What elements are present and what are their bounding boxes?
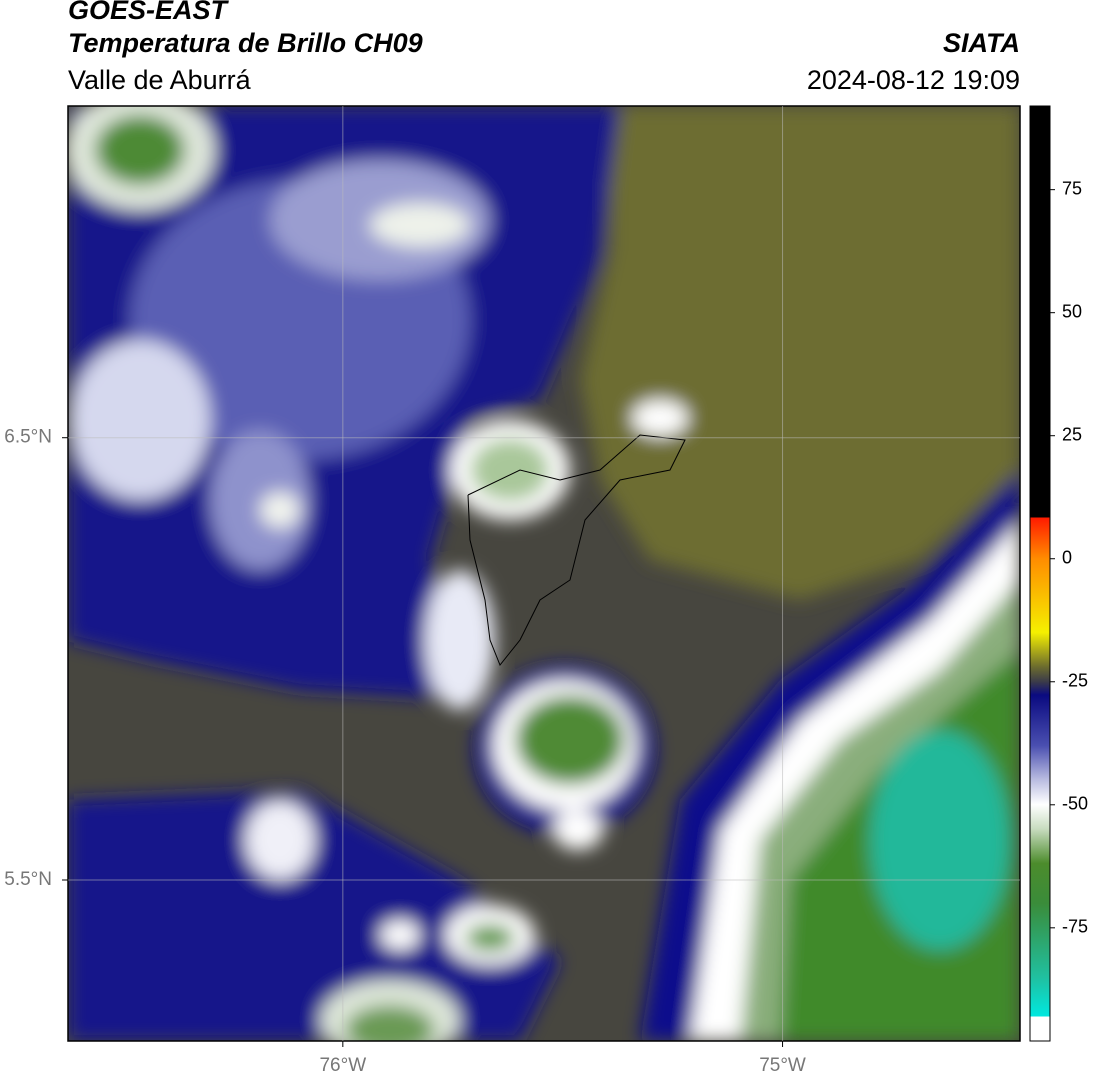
colorbar-tick-label: 50 xyxy=(1062,301,1082,321)
datetime: 2024-08-12 19:09 xyxy=(807,65,1020,95)
source: SIATA xyxy=(943,28,1020,58)
colorbar-tick-label: -50 xyxy=(1062,794,1088,814)
y-tick-label: 6.5°N xyxy=(4,427,52,448)
boundary xyxy=(467,434,686,666)
x-tick-label: 76°W xyxy=(319,1055,366,1076)
colorbar-tick-label: -25 xyxy=(1062,671,1088,691)
region: Valle de Aburrá xyxy=(68,65,252,95)
colorbar-tick-label: 0 xyxy=(1062,547,1072,567)
x-tick-label: 75°W xyxy=(759,1055,806,1076)
colorbar xyxy=(1029,105,1051,1042)
map-frame xyxy=(67,105,1021,1042)
subtitle: Temperatura de Brillo CH09 xyxy=(68,28,423,58)
y-tick-label: 5.5°N xyxy=(4,869,52,890)
title: GOES-EAST xyxy=(68,0,230,25)
colorbar-tick-label: 75 xyxy=(1062,178,1082,198)
satellite-image xyxy=(68,106,1020,1041)
colorbar-tick-label: -75 xyxy=(1062,917,1088,937)
colorbar-tick-label: 25 xyxy=(1062,424,1082,444)
